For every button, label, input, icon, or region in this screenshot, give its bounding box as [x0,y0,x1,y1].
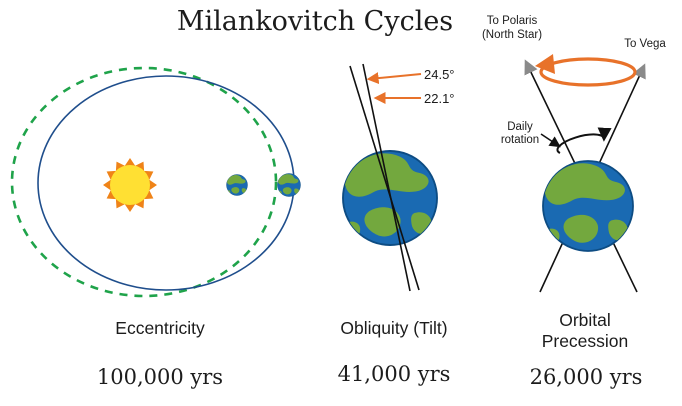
panel-precession: To Polaris (North Star) To Vega Daily ro… [482,15,666,389]
earth-icon [227,175,248,196]
obliquity-label: Obliquity (Tilt) [340,318,447,338]
precession-period: 26,000 yrs [530,365,643,389]
precession-label-line1: Orbital [559,310,611,330]
obliquity-period: 41,000 yrs [338,362,451,386]
earth-icon [278,174,301,197]
daily-rotation-label-line1: Daily [507,121,533,133]
eccentricity-period: 100,000 yrs [97,365,223,389]
sun-icon [103,158,157,212]
daily-rotation-arrow [556,127,612,154]
precession-circle [539,57,637,87]
precession-arrowhead-icon [535,54,555,74]
panel-eccentricity: Eccentricity 100,000 yrs [10,66,301,389]
sun-disc [110,165,150,205]
earth-icon [543,161,633,251]
daily-rotation-label-line2: rotation [501,134,539,146]
eccentricity-label: Eccentricity [115,318,205,338]
orbit-dashed-ellipse [10,66,278,298]
tilt-axis-max-line [349,65,420,291]
angle-min-label: 22.1° [424,91,455,106]
daily-rotation-pointer [540,133,561,148]
angle-max-label: 24.5° [424,67,455,82]
page-title: Milankovitch Cycles [177,6,453,37]
precession-label-line2: Precession [542,331,629,351]
to-polaris-label-line2: (North Star) [482,29,542,41]
to-polaris-label-line1: To Polaris [487,15,538,27]
angle-max-arrow [366,72,422,85]
to-vega-label: To Vega [624,38,666,50]
panel-obliquity: 24.5° 22.1° Obliquity (Tilt) 41,000 yrs [338,63,455,386]
orbit-solid-ellipse [37,75,295,291]
tilt-axis-min-line [362,63,411,292]
